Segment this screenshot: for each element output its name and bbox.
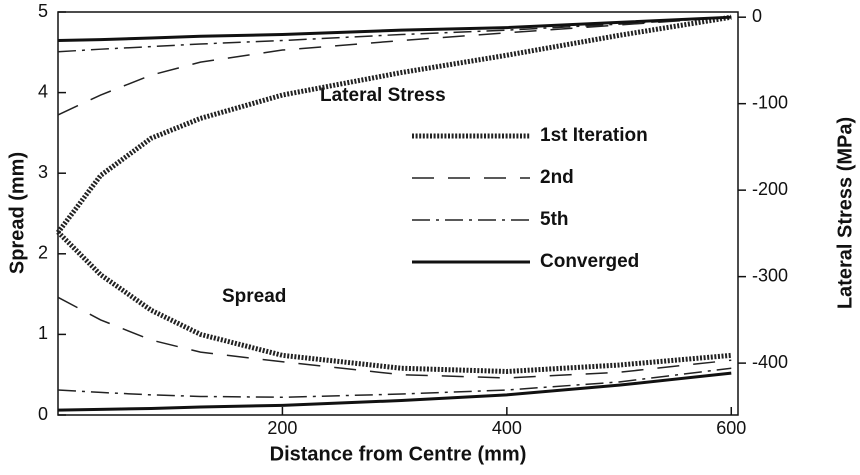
series-line bbox=[56, 230, 732, 374]
series-line bbox=[57, 15, 732, 43]
series-line bbox=[57, 371, 732, 412]
legend-label: 1st Iteration bbox=[540, 125, 648, 146]
x-axis-label: Distance from Centre (mm) bbox=[270, 443, 527, 465]
series-line bbox=[57, 16, 732, 116]
legend-label: Converged bbox=[540, 251, 639, 272]
plot-frame bbox=[57, 11, 739, 416]
y-tick-label: 5 bbox=[38, 1, 48, 21]
series-line bbox=[57, 367, 732, 399]
y2-tick-label: -300 bbox=[752, 265, 788, 285]
x-tick-label: 400 bbox=[492, 418, 522, 438]
y2-tick-label: 0 bbox=[752, 6, 762, 26]
series-line bbox=[57, 16, 732, 53]
y-tick-label: 0 bbox=[38, 404, 48, 424]
annotation: Lateral Stress bbox=[320, 85, 446, 106]
y2-tick-label: -200 bbox=[752, 179, 788, 199]
y-tick-label: 3 bbox=[38, 162, 48, 182]
series-line bbox=[55, 14, 732, 235]
y-tick-label: 4 bbox=[38, 81, 48, 101]
legend-label: 2nd bbox=[540, 167, 574, 188]
y-tick-label: 1 bbox=[38, 323, 48, 343]
annotation: Spread bbox=[222, 286, 286, 307]
legend-label: 5th bbox=[540, 209, 569, 230]
y-axis-label: Spread (mm) bbox=[6, 152, 28, 274]
y-tick-label: 2 bbox=[38, 243, 48, 263]
y2-tick-label: -400 bbox=[752, 352, 788, 372]
x-tick-label: 200 bbox=[267, 418, 297, 438]
x-tick-label: 600 bbox=[716, 418, 746, 438]
y2-axis-label: Lateral Stress (MPa) bbox=[834, 117, 856, 309]
y2-tick-label: -100 bbox=[752, 92, 788, 112]
series-line bbox=[57, 296, 732, 379]
